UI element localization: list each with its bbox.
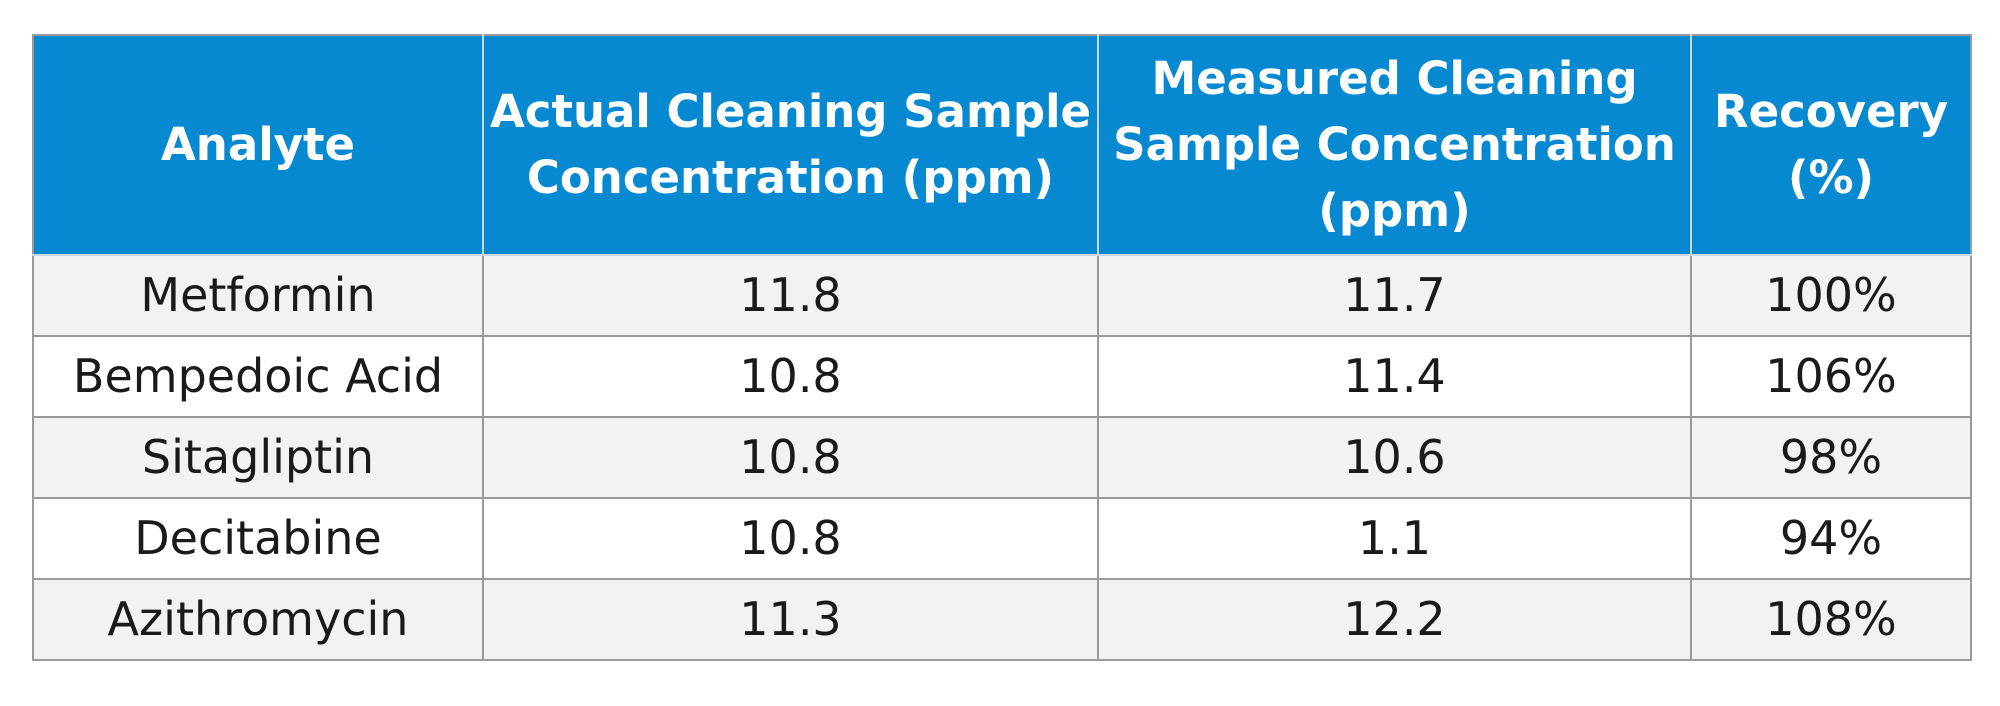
header-measured-line-2: Sample Concentration (1113, 118, 1676, 171)
cell-measured: 11.4 (1097, 335, 1692, 418)
header-measured-line-3: (ppm) (1318, 184, 1471, 237)
table-row: Bempedoic Acid 10.8 11.4 106% (32, 335, 1972, 418)
table-row: Azithromycin 11.3 12.2 108% (32, 578, 1972, 661)
header-measured-line-1: Measured Cleaning (1151, 52, 1638, 105)
header-row: Analyte Actual Cleaning Sample Concentra… (32, 34, 1972, 256)
cell-measured: 10.6 (1097, 416, 1692, 499)
cell-measured: 12.2 (1097, 578, 1692, 661)
cell-recovery: 94% (1690, 497, 1972, 580)
cell-actual: 10.8 (482, 335, 1099, 418)
cell-actual: 11.8 (482, 254, 1099, 337)
cell-recovery: 108% (1690, 578, 1972, 661)
header-recovery: Recovery (%) (1690, 34, 1972, 256)
cell-actual: 10.8 (482, 416, 1099, 499)
cell-analyte: Bempedoic Acid (32, 335, 484, 418)
header-measured-concentration: Measured Cleaning Sample Concentration (… (1097, 34, 1692, 256)
header-recovery-line-1: Recovery (1713, 85, 1949, 138)
cell-recovery: 98% (1690, 416, 1972, 499)
header-actual-concentration: Actual Cleaning Sample Concentration (pp… (482, 34, 1099, 256)
table-row: Decitabine 10.8 1.1 94% (32, 497, 1972, 580)
table-row: Sitagliptin 10.8 10.6 98% (32, 416, 1972, 499)
cell-actual: 11.3 (482, 578, 1099, 661)
cell-analyte: Metformin (32, 254, 484, 337)
cell-recovery: 100% (1690, 254, 1972, 337)
cell-actual: 10.8 (482, 497, 1099, 580)
header-actual-line-2: Concentration (ppm) (526, 151, 1055, 204)
header-analyte: Analyte (32, 34, 484, 256)
cell-analyte: Azithromycin (32, 578, 484, 661)
header-actual-line-1: Actual Cleaning Sample (489, 85, 1092, 138)
cell-analyte: Decitabine (32, 497, 484, 580)
header-analyte-line: Analyte (160, 118, 356, 171)
cell-measured: 1.1 (1097, 497, 1692, 580)
header-recovery-line-2: (%) (1787, 151, 1875, 204)
table-row: Metformin 11.8 11.7 100% (32, 254, 1972, 337)
cell-analyte: Sitagliptin (32, 416, 484, 499)
data-table: Analyte Actual Cleaning Sample Concentra… (32, 34, 1972, 661)
cell-measured: 11.7 (1097, 254, 1692, 337)
cell-recovery: 106% (1690, 335, 1972, 418)
